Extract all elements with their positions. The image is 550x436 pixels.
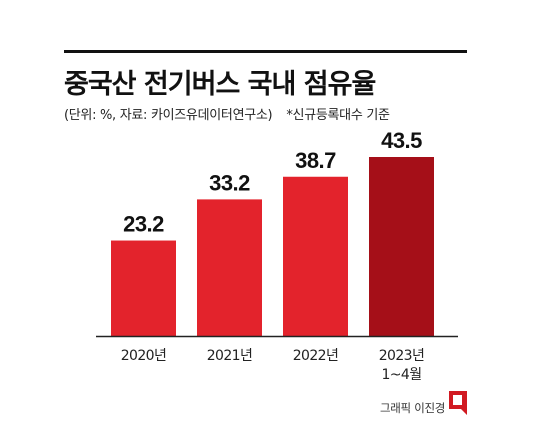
x-tick-label-2: 2022년 [293,348,339,364]
x-tick-label-0: 2020년 [121,348,167,364]
bar-value-label-1: 33.2 [209,170,250,195]
x-tick-label-1: 2021년 [207,348,253,364]
unit-source-note: (단위: %, 자료: 카이즈유데이터연구소) [64,108,273,123]
bar-value-label-3: 43.5 [381,128,422,153]
bars-group: 23.2 33.2 38.7 43.5 [111,128,434,336]
bar-3 [369,157,434,336]
bar-value-label-0: 23.2 [123,212,164,237]
chart-title: 중국산 전기버스 국내 점유율 [64,69,376,100]
tick-labels-group: 2020년 2021년 2022년 2023년 1~4월 [121,348,425,383]
bar-2 [283,176,348,336]
bar-1 [197,199,262,336]
chart-subtitle: (단위: %, 자료: 카이즈유데이터연구소) *신규등록대수 기준 [64,104,390,123]
bar-0 [111,240,176,336]
title-rule [64,50,467,53]
x-tick-label-3: 2023년 1~4월 [379,348,425,383]
graphic-credit: 그래픽 이진경 [380,401,446,415]
newspaper-logo-icon [449,391,467,415]
basis-note: *신규등록대수 기준 [286,108,390,123]
bar-value-label-2: 38.7 [295,148,336,173]
